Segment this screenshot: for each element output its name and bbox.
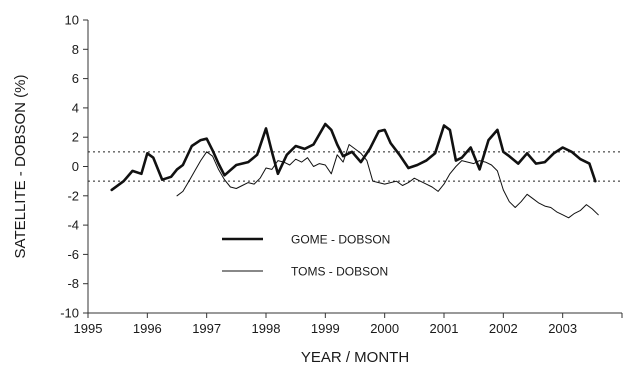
x-tick-label: 1996 <box>133 321 162 336</box>
y-tick-label: -4 <box>67 218 79 233</box>
x-tick-label: 2003 <box>548 321 577 336</box>
y-axis-label: SATELLITE - DOBSON (%) <box>12 75 29 259</box>
x-axis-ticks: 1995 1996 1997 1998 1999 2000 2001 2002 2003 <box>74 313 623 336</box>
y-tick-label: 0 <box>72 159 79 174</box>
y-tick-label: 4 <box>72 100 79 115</box>
legend: GOME - DOBSON TOMS - DOBSON <box>222 233 390 279</box>
y-tick-label: -8 <box>67 276 79 291</box>
series-layer <box>110 122 599 219</box>
reference-lines <box>88 151 622 182</box>
series-line-toms <box>176 144 599 219</box>
x-tick-label: 2001 <box>430 321 459 336</box>
y-tick-label: 6 <box>72 71 79 86</box>
legend-label-toms: TOMS - DOBSON <box>291 265 388 279</box>
x-tick-label: 2002 <box>489 321 518 336</box>
y-tick-label: 8 <box>72 42 79 57</box>
y-tick-label: -2 <box>67 188 79 203</box>
y-tick-label: 10 <box>65 13 79 28</box>
x-tick-label: 1997 <box>192 321 221 336</box>
x-axis-label: YEAR / MONTH <box>301 349 409 366</box>
x-tick-label: 1998 <box>252 321 281 336</box>
y-tick-label: -6 <box>67 247 79 262</box>
x-tick-label: 1995 <box>74 321 103 336</box>
legend-label-gome: GOME - DOBSON <box>291 233 390 247</box>
x-tick-label: 1999 <box>311 321 340 336</box>
y-axis-ticks: -10 -8 -6 -4 -2 0 2 4 6 8 10 <box>60 13 88 321</box>
y-tick-label: 2 <box>72 130 79 145</box>
y-tick-label: -10 <box>60 306 79 321</box>
x-tick-label: 2000 <box>370 321 399 336</box>
series-line-gome <box>110 122 597 192</box>
